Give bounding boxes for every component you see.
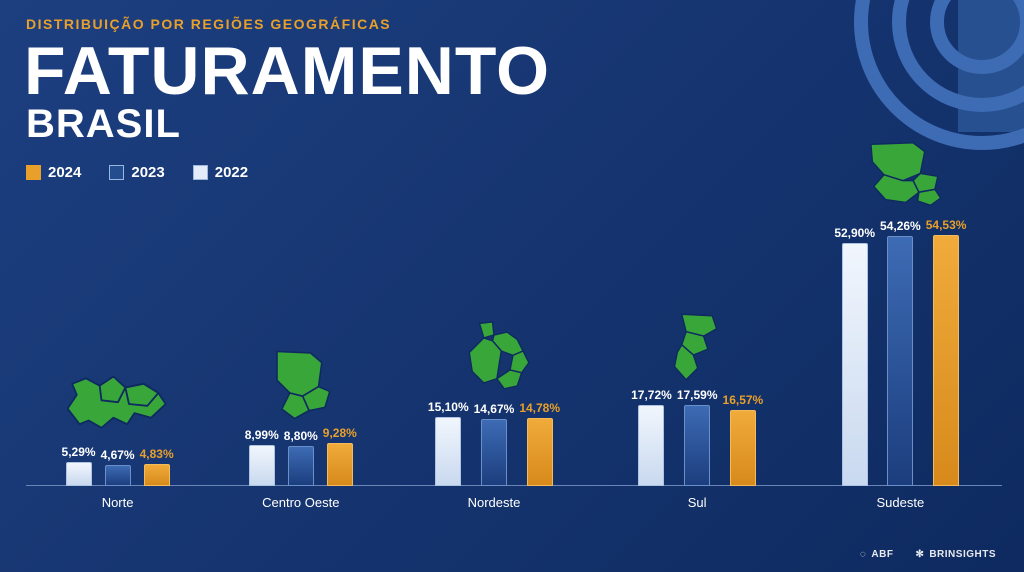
title-line-1: FATURAMENTO [24, 32, 550, 110]
category-label: Norte [102, 495, 134, 510]
bar-rect [144, 464, 170, 486]
category-label: Sul [688, 495, 707, 510]
bar-rect [327, 443, 353, 486]
bar-rect [66, 462, 92, 486]
region-map-icon [642, 307, 752, 387]
bar-rect [730, 410, 756, 486]
legend-item-2022: 2022 [193, 164, 248, 181]
legend-label: 2023 [131, 164, 164, 181]
legend-item-2023: 2023 [109, 164, 164, 181]
bar-2022: 17,72% [631, 388, 672, 487]
bar-2023: 8,80% [284, 429, 318, 486]
bar-rect [435, 417, 461, 486]
bar-2022: 5,29% [62, 445, 96, 486]
legend-swatch [26, 165, 41, 180]
footer-brinsights: ✻ BRINSIGHTS [915, 549, 996, 560]
bar-value-label: 17,72% [631, 388, 672, 402]
bar-rect [527, 418, 553, 486]
group-centro-oeste: 8,99% 8,80% 9,28% Centro Oeste [245, 192, 357, 512]
bar-value-label: 16,57% [723, 393, 764, 407]
bar-value-label: 4,67% [101, 448, 135, 462]
legend-swatch [193, 165, 208, 180]
group-nordeste: 15,10% 14,67% 14,78% Nordeste [428, 192, 560, 512]
bar-value-label: 8,99% [245, 428, 279, 442]
legend-swatch [109, 165, 124, 180]
bar-value-label: 52,90% [834, 226, 875, 240]
brinsights-icon: ✻ [915, 549, 924, 560]
bar-2023: 17,59% [677, 388, 718, 486]
bar-value-label: 15,10% [428, 400, 469, 414]
group-norte: 5,29% 4,67% 4,83% Norte [62, 192, 174, 512]
bar-value-label: 5,29% [62, 445, 96, 459]
legend: 2024 2023 2022 [26, 164, 248, 181]
corner-decoration [782, 0, 1024, 132]
bar-2024: 16,57% [723, 393, 764, 486]
subtitle: DISTRIBUIÇÃO POR REGIÕES GEOGRÁFICAS [26, 16, 391, 32]
bar-value-label: 54,26% [880, 219, 921, 233]
bar-rect [249, 445, 275, 486]
bar-value-label: 9,28% [323, 426, 357, 440]
bar-2022: 15,10% [428, 400, 469, 486]
category-label: Sudeste [877, 495, 925, 510]
region-map-icon [439, 319, 549, 399]
bar-rect [481, 419, 507, 486]
bar-2024: 54,53% [926, 218, 967, 486]
bar-value-label: 54,53% [926, 218, 967, 232]
bar-rect [638, 405, 664, 487]
footer-abf: ◌ ABF [860, 549, 894, 560]
bar-rect [105, 465, 131, 486]
legend-label: 2022 [215, 164, 248, 181]
group-sudeste: 52,90% 54,26% 54,53% Sudeste [834, 192, 966, 512]
chart: 5,29% 4,67% 4,83% Norte 8,99% 8,80% 9,28% Centr… [26, 192, 1002, 512]
bar-rect [288, 446, 314, 486]
category-label: Centro Oeste [262, 495, 339, 510]
bar-2022: 52,90% [834, 226, 875, 486]
legend-item-2024: 2024 [26, 164, 81, 181]
bar-value-label: 8,80% [284, 429, 318, 443]
bar-rect [887, 236, 913, 486]
bar-2023: 14,67% [474, 402, 515, 486]
bar-2024: 9,28% [323, 426, 357, 486]
bar-value-label: 17,59% [677, 388, 718, 402]
category-label: Nordeste [468, 495, 521, 510]
legend-label: 2024 [48, 164, 81, 181]
bar-2023: 4,67% [101, 448, 135, 486]
region-map-icon [246, 345, 356, 425]
bar-rect [684, 405, 710, 486]
bar-rect [933, 235, 959, 486]
bar-value-label: 14,67% [474, 402, 515, 416]
region-map-icon [845, 137, 955, 217]
group-sul: 17,72% 17,59% 16,57% Sul [631, 192, 763, 512]
bar-rect [842, 243, 868, 486]
bar-2024: 4,83% [140, 447, 174, 486]
abf-icon: ◌ [860, 549, 866, 560]
bar-value-label: 14,78% [519, 401, 560, 415]
region-map-icon [63, 364, 173, 444]
title-line-2: BRASIL [26, 102, 181, 147]
footer: ◌ ABF ✻ BRINSIGHTS [860, 549, 996, 560]
bar-2024: 14,78% [519, 401, 560, 486]
bar-2023: 54,26% [880, 219, 921, 486]
bar-value-label: 4,83% [140, 447, 174, 461]
bar-2022: 8,99% [245, 428, 279, 486]
